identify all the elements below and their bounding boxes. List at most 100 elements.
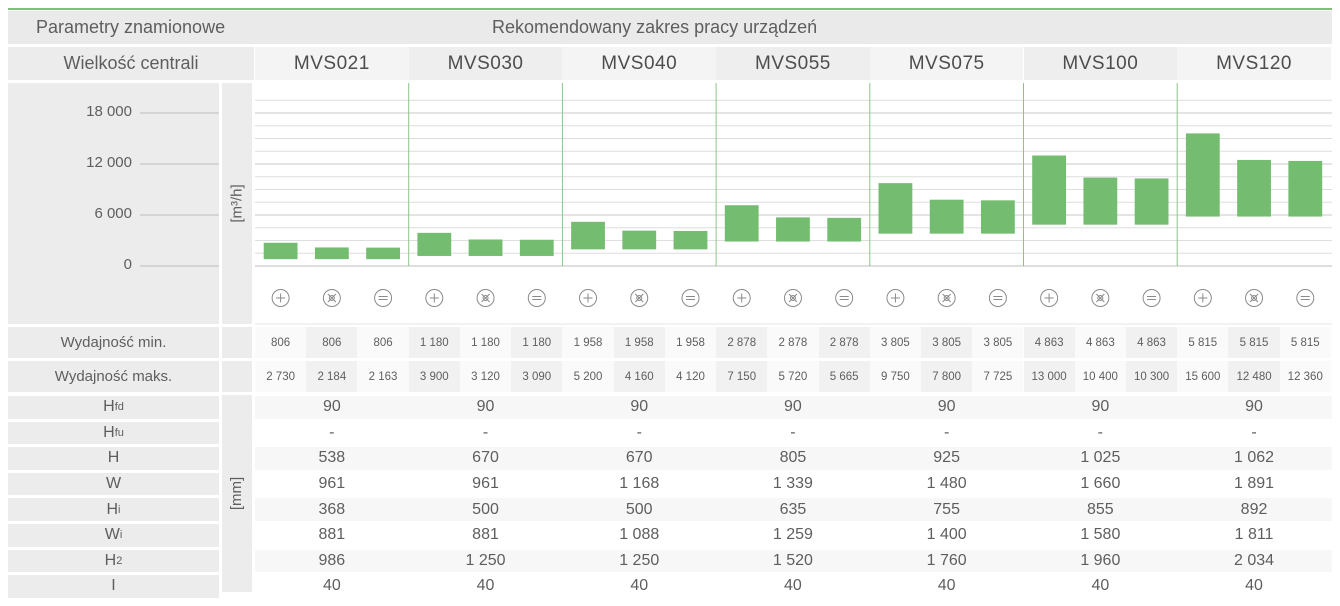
- dim-value: 90: [322, 398, 341, 416]
- y-tick-label: 18 000: [86, 103, 132, 120]
- range-bar: [622, 230, 657, 250]
- max-flow-cell: 9 750: [869, 361, 922, 392]
- dim-value: 40: [937, 577, 956, 595]
- dim-value: 1 339: [772, 475, 813, 493]
- dim-value: 755: [933, 500, 960, 518]
- min-flow-cell: 5 815: [1228, 327, 1280, 358]
- max-flow-cell: 2 163: [357, 361, 409, 392]
- dim-value: 40: [784, 577, 802, 595]
- plus-circle-icon: [425, 289, 444, 307]
- fan-icon: [1245, 289, 1264, 307]
- dim-row-band: [255, 575, 1332, 598]
- dim-row-band: [255, 498, 1332, 521]
- dim-value: -: [482, 423, 489, 441]
- min-flow-cell: 1 958: [562, 327, 614, 358]
- dim-value: 40: [322, 577, 341, 595]
- model-header-mvs075: MVS075: [869, 47, 1024, 80]
- dim-value: 892: [1240, 500, 1268, 518]
- dim-symbol: W: [104, 526, 120, 544]
- min-flow-label: Wydajność min.: [8, 327, 219, 358]
- plus-circle-icon: [271, 289, 290, 307]
- dim-value: 40: [476, 577, 495, 595]
- max-flow-cell: 5 200: [562, 361, 614, 392]
- dim-row-band: [255, 396, 1332, 419]
- dim-value: 881: [318, 526, 346, 544]
- range-bar: [1083, 177, 1118, 225]
- dim-value: 500: [625, 500, 653, 518]
- max-flow-cell: 2 730: [255, 361, 307, 392]
- max-flow-cell: 7 800: [921, 361, 973, 392]
- max-flow-cell: 5 720: [767, 361, 819, 392]
- dim-value: 986: [318, 551, 346, 569]
- range-bar: [366, 247, 400, 260]
- dim-value: 90: [630, 398, 649, 416]
- dims-unit-wrap: [mm]: [222, 395, 252, 592]
- dim-value: 90: [1245, 398, 1263, 416]
- plus-circle-icon: [732, 289, 751, 307]
- max-flow-cell: 10 300: [1125, 361, 1178, 392]
- dim-row-label: W: [8, 472, 219, 496]
- range-bar: [519, 239, 554, 256]
- dim-value: 90: [784, 398, 802, 416]
- minus-circle-icon: [374, 289, 393, 307]
- fan-icon: [630, 289, 649, 307]
- max-flow-cell: 7 725: [972, 361, 1024, 392]
- dim-value: 1 168: [619, 475, 660, 493]
- dim-value: 538: [318, 449, 346, 467]
- dim-symbol: H: [104, 551, 117, 569]
- min-flow-cell: 806: [255, 327, 307, 358]
- dim-row-band: [255, 549, 1332, 573]
- dim-value: 925: [933, 449, 960, 467]
- max-flow-cell: 12 480: [1228, 361, 1280, 392]
- dim-symbol: H: [103, 398, 115, 416]
- dim-subscript: i: [119, 529, 123, 542]
- dim-subscript: fu: [114, 426, 124, 439]
- min-flow-cell: 2 878: [767, 327, 819, 358]
- max-flow-cell: 2 184: [306, 361, 358, 392]
- minus-circle-icon: [988, 289, 1007, 307]
- dims-unit-panel: [222, 395, 252, 592]
- max-flow-cell: 7 150: [716, 361, 768, 392]
- fan-icon: [476, 289, 495, 307]
- dim-value: 2 034: [1234, 551, 1275, 569]
- params-label: Parametry znamionowe: [36, 17, 226, 37]
- model-header-mvs120: MVS120: [1177, 47, 1331, 80]
- minus-circle-icon: [835, 289, 854, 307]
- dim-value: 1 480: [926, 475, 967, 493]
- dim-value: 1 400: [926, 526, 967, 544]
- dim-value: -: [1097, 423, 1103, 441]
- dim-value: 1 811: [1234, 526, 1274, 544]
- minus-circle-icon: [1296, 289, 1315, 307]
- dim-row-band: [255, 447, 1332, 470]
- dim-symbol: H: [106, 500, 119, 518]
- range-bar: [571, 221, 605, 250]
- model-header-mvs040: MVS040: [562, 47, 717, 80]
- max-flow-cell: 10 400: [1074, 361, 1126, 392]
- minus-circle-icon: [527, 289, 546, 307]
- max-flow-cell: 13 000: [1023, 361, 1075, 392]
- dim-value: -: [329, 423, 335, 441]
- fan-icon: [322, 289, 341, 307]
- dim-value: -: [1251, 423, 1257, 441]
- dim-row-label: I: [8, 575, 219, 598]
- range-bar: [724, 205, 759, 242]
- max-flow-cell: 3 900: [408, 361, 460, 392]
- dim-symbol: I: [111, 577, 116, 595]
- fan-icon: [783, 289, 802, 307]
- fan-icon: [937, 289, 956, 307]
- fan-icon: [1091, 289, 1110, 307]
- dim-value: 90: [476, 398, 495, 416]
- top-accent-line: [8, 8, 1332, 10]
- dim-value: 805: [779, 449, 807, 467]
- dim-value: 1 520: [772, 551, 813, 569]
- range-bar: [878, 183, 913, 234]
- min-flow-cell: 1 958: [664, 327, 717, 358]
- model-header-mvs100: MVS100: [1023, 47, 1178, 80]
- range-bar: [1237, 159, 1271, 217]
- plus-circle-icon: [579, 289, 598, 307]
- minus-circle-icon: [1142, 289, 1161, 307]
- dim-value: 1 062: [1234, 449, 1275, 467]
- range-bar: [1288, 160, 1323, 217]
